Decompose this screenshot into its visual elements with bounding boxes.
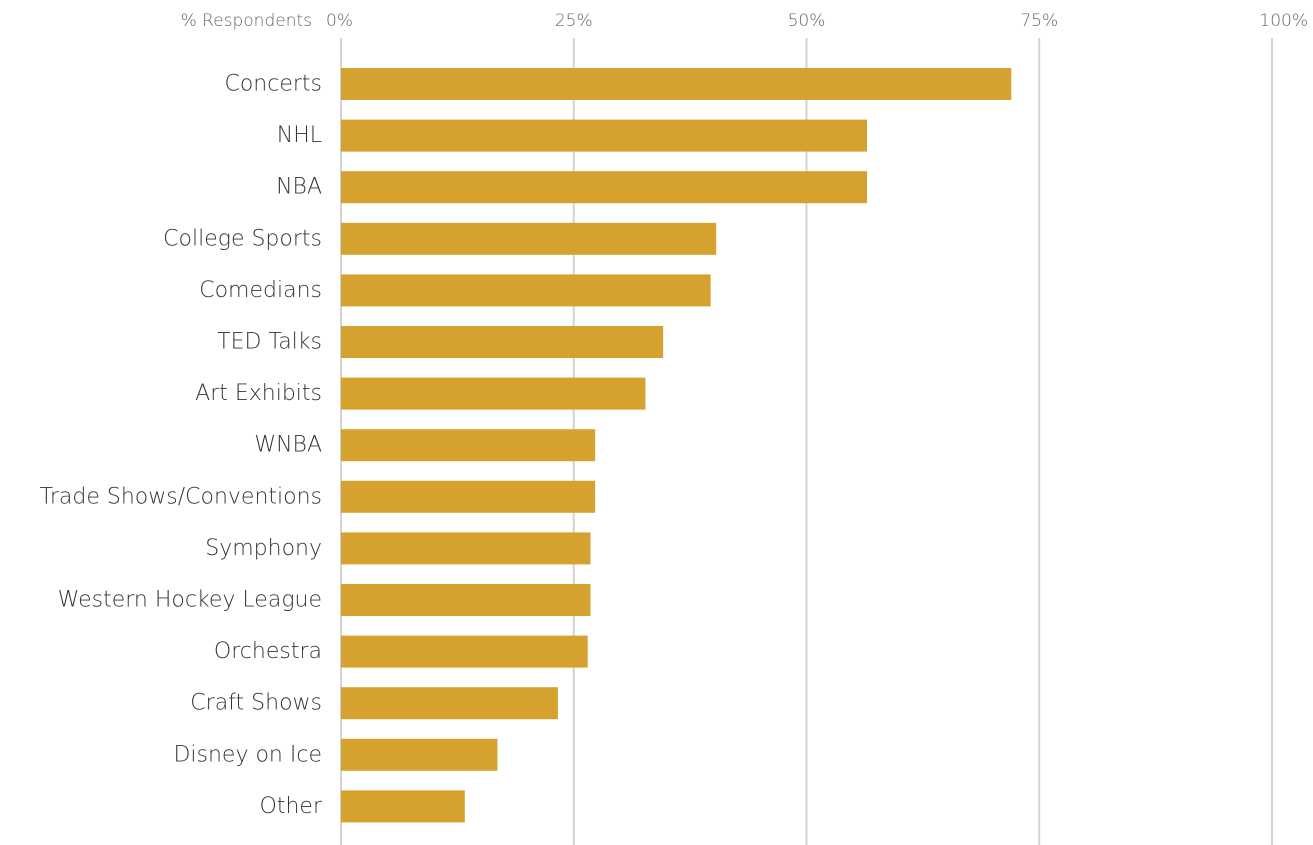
- x-tick-label: 100%: [1259, 11, 1308, 31]
- category-label: Craft Shows: [190, 691, 322, 716]
- category-label: Concerts: [224, 72, 322, 97]
- bar: [341, 635, 588, 668]
- bar: [341, 377, 646, 410]
- bar: [341, 790, 465, 823]
- category-label: Other: [260, 794, 323, 819]
- x-tick-label: 50%: [788, 11, 826, 31]
- x-tick-label: 75%: [1020, 11, 1058, 31]
- bar: [341, 68, 1012, 100]
- bar: [341, 687, 558, 720]
- category-label: College Sports: [163, 226, 322, 251]
- category-label: Trade Shows/Conventions: [40, 484, 322, 509]
- category-label: Comedians: [199, 278, 322, 303]
- bar: [341, 171, 868, 204]
- bar: [341, 738, 498, 771]
- category-label: Art Exhibits: [195, 381, 322, 406]
- bars: [341, 68, 1012, 823]
- bar: [341, 480, 596, 513]
- x-tick-label: 25%: [555, 11, 593, 31]
- category-label: NHL: [277, 123, 322, 148]
- category-labels: Concerts NHL NBA College Sports Comedians TED…: [40, 72, 323, 819]
- bar: [341, 274, 711, 307]
- bar: [341, 119, 868, 152]
- category-label: WNBA: [254, 433, 322, 458]
- category-label: Western Hockey League: [58, 588, 322, 613]
- bar: [341, 532, 591, 565]
- x-axis-prefix-label: % Respondents: [181, 11, 312, 31]
- bar: [341, 584, 591, 616]
- category-label: Symphony: [205, 536, 322, 561]
- x-axis-ticks: % Respondents 0% 25% 50% 75% 100%: [181, 11, 1308, 31]
- x-tick-label: 0%: [326, 11, 353, 31]
- category-label: TED Talks: [217, 330, 322, 355]
- bar: [341, 222, 717, 255]
- category-label: NBA: [276, 175, 322, 200]
- category-label: Orchestra: [214, 639, 322, 664]
- category-label: Disney on Ice: [173, 742, 322, 767]
- bar: [341, 326, 664, 358]
- bar: [341, 429, 596, 462]
